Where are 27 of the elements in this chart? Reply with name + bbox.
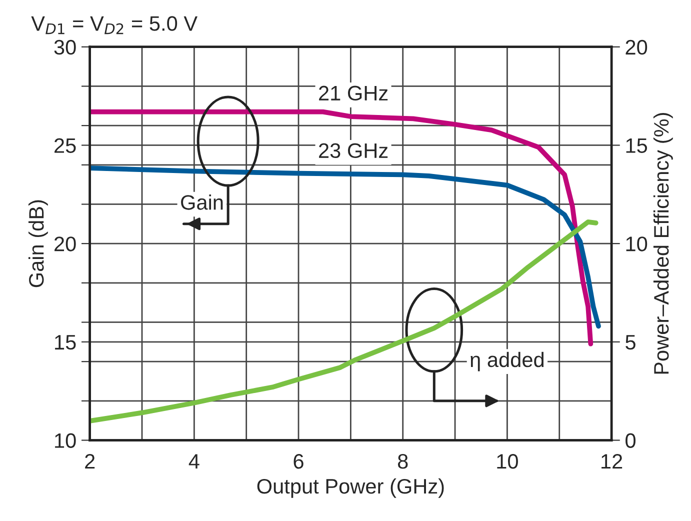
x-tick-label: 6 [294, 454, 304, 469]
y2-tick-label: 10 [626, 236, 648, 252]
x-tick-label: 2 [85, 454, 95, 469]
annotation: Gain [181, 194, 223, 210]
x-tick-label: 10 [497, 454, 518, 469]
line-series [90, 220, 598, 424]
y-tick-label: 30 [54, 40, 76, 55]
y-tick-label: 25 [54, 138, 76, 153]
series-label: 21 GHz [319, 86, 388, 101]
x-tick-label: 8 [398, 454, 408, 469]
line-series [90, 166, 601, 329]
x-tick-label: 4 [188, 454, 200, 469]
series-label: 23 GHz [319, 143, 388, 158]
y-tick-label: 10 [55, 433, 76, 448]
annotation: η added [470, 352, 544, 372]
y-tick-label: 20 [54, 236, 76, 252]
y2-tick-label: 5 [626, 335, 636, 350]
x-tick-label: 12 [602, 454, 622, 469]
y2-tick-label: 15 [626, 138, 648, 153]
chart-title: V$_{D1}$ = V$_{D2}$ = 5.0 V [31, 16, 198, 34]
x-axis-title: Output Power (GHz) [257, 478, 444, 498]
y2-tick-label: 0 [626, 433, 636, 448]
y-axis-title: Gain (dB) [28, 200, 48, 288]
line-series [90, 109, 594, 346]
y-tick-label: 15 [55, 335, 76, 350]
y2-tick-label: 20 [626, 40, 648, 55]
y2-axis-title: Power–Added Efficiency (%) [653, 113, 673, 374]
